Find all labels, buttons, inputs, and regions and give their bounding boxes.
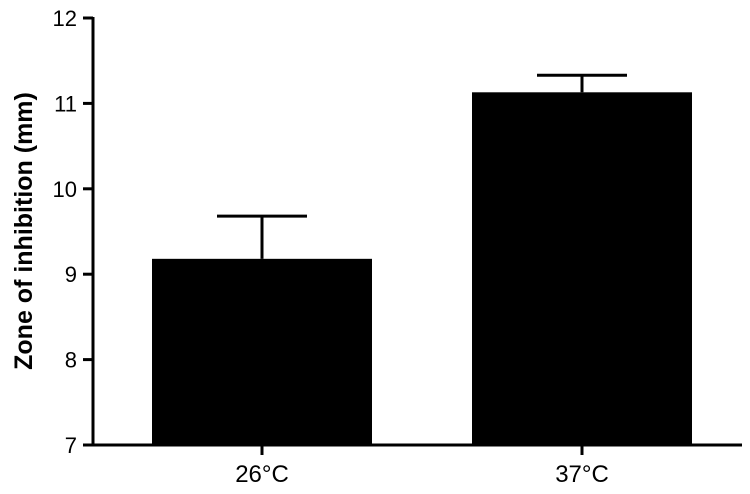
y-tick-label-12: 12 xyxy=(53,6,77,31)
plot-area: 7 8 9 10 11 12 26°C 37°C xyxy=(53,6,742,488)
y-tick-label-10: 10 xyxy=(53,177,77,202)
y-axis-title: Zone of inhibition (mm) xyxy=(10,92,38,370)
y-tick-label-7: 7 xyxy=(65,433,77,458)
x-tick-label-2: 37°C xyxy=(555,461,609,488)
y-tick-label-8: 8 xyxy=(65,348,77,373)
x-tick-label-1: 26°C xyxy=(235,461,289,488)
bar-2 xyxy=(472,92,692,445)
y-tick-label-11: 11 xyxy=(54,91,77,116)
y-tick-label-9: 9 xyxy=(65,262,77,287)
bar-1 xyxy=(152,258,372,445)
